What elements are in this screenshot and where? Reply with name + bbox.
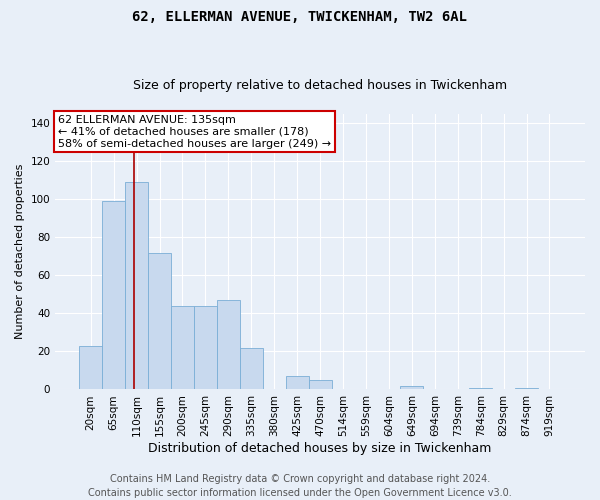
Text: 62, ELLERMAN AVENUE, TWICKENHAM, TW2 6AL: 62, ELLERMAN AVENUE, TWICKENHAM, TW2 6AL: [133, 10, 467, 24]
Bar: [515, 388, 538, 390]
Bar: [171, 306, 194, 390]
Bar: [240, 348, 263, 390]
Text: 62 ELLERMAN AVENUE: 135sqm
← 41% of detached houses are smaller (178)
58% of sem: 62 ELLERMAN AVENUE: 135sqm ← 41% of deta…: [58, 116, 331, 148]
Y-axis label: Number of detached properties: Number of detached properties: [15, 164, 25, 340]
Bar: [148, 252, 171, 390]
Bar: [125, 182, 148, 390]
Bar: [194, 306, 217, 390]
Bar: [469, 388, 492, 390]
Bar: [217, 300, 240, 390]
Text: Contains HM Land Registry data © Crown copyright and database right 2024.
Contai: Contains HM Land Registry data © Crown c…: [88, 474, 512, 498]
Bar: [308, 380, 332, 390]
Bar: [79, 346, 102, 390]
X-axis label: Distribution of detached houses by size in Twickenham: Distribution of detached houses by size …: [148, 442, 492, 455]
Title: Size of property relative to detached houses in Twickenham: Size of property relative to detached ho…: [133, 79, 507, 92]
Bar: [286, 376, 308, 390]
Bar: [102, 202, 125, 390]
Bar: [400, 386, 423, 390]
